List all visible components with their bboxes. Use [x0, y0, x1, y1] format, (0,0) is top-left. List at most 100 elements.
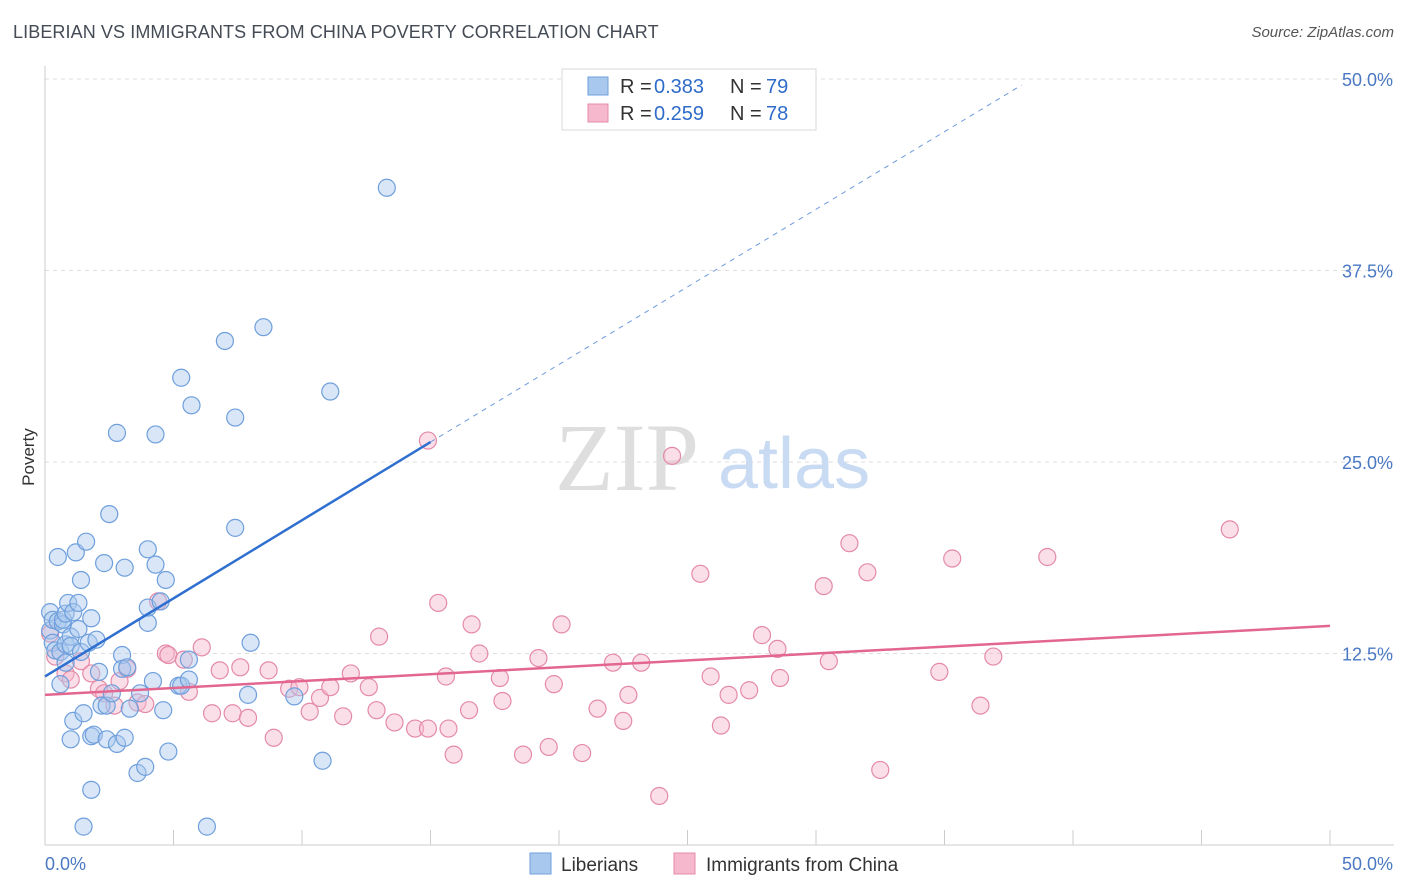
data-point-immigrants-from-china [462, 615, 481, 634]
data-point-immigrants-from-china [871, 760, 890, 780]
data-point-immigrants-from-china [385, 713, 404, 732]
data-point-liberians [156, 570, 175, 590]
data-point-immigrants-from-china [436, 667, 456, 686]
data-point-immigrants-from-china [539, 737, 558, 757]
data-point-liberians [118, 658, 137, 677]
data-point-immigrants-from-china [202, 704, 222, 723]
data-point-liberians [238, 685, 258, 704]
series-legend: Liberians Immigrants from China [529, 852, 899, 876]
trend-line-immigrants-from-china [44, 624, 1331, 697]
legend-n-label: N = [730, 76, 762, 98]
data-point-immigrants-from-china [719, 685, 738, 704]
data-point-immigrants-from-china [768, 639, 787, 659]
data-point-immigrants-from-china [61, 670, 80, 689]
data-point-immigrants-from-china [370, 627, 389, 646]
legend-label-immigrants-from-china: Immigrants from China [706, 855, 899, 876]
data-point-immigrants-from-china [603, 653, 623, 672]
data-point-immigrants-from-china [223, 704, 242, 723]
source-label: Source: ZipAtlas.com [1251, 24, 1394, 41]
data-point-immigrants-from-china [459, 701, 479, 720]
watermark: ZIP atlas [555, 404, 870, 511]
data-point-liberians [64, 711, 83, 731]
legend-r-label: R = [620, 103, 652, 125]
data-point-immigrants-from-china [439, 719, 458, 738]
data-point-immigrants-from-china [529, 648, 548, 668]
data-point-liberians [130, 684, 150, 703]
data-point-immigrants-from-china [367, 701, 386, 720]
data-point-liberians [82, 609, 101, 628]
data-point-liberians [154, 701, 173, 720]
data-point-liberians [143, 671, 163, 691]
data-point-liberians [138, 540, 157, 559]
data-point-immigrants-from-china [930, 662, 949, 681]
data-point-liberians [241, 633, 260, 652]
legend-swatch-liberians [587, 76, 609, 96]
y-tick-labels: 12.5% 25.0% 37.5% 50.0% [1342, 70, 1393, 665]
data-point-immigrants-from-china [359, 678, 378, 697]
data-point-liberians [146, 555, 165, 574]
data-point-liberians [226, 408, 245, 427]
data-point-immigrants-from-china [770, 668, 790, 688]
data-point-immigrants-from-china [334, 707, 353, 726]
data-point-immigrants-from-china [614, 711, 633, 731]
y-axis-label: Poverty [19, 428, 38, 486]
data-point-immigrants-from-china [321, 678, 340, 697]
data-point-liberians [115, 558, 134, 577]
data-point-liberians [197, 817, 217, 836]
data-point-immigrants-from-china [493, 691, 512, 711]
data-point-immigrants-from-china [984, 647, 1003, 666]
data-point-immigrants-from-china [238, 708, 258, 727]
data-point-liberians [74, 817, 93, 836]
data-point-liberians [48, 547, 67, 567]
data-point-immigrants-from-china [429, 593, 448, 613]
watermark-zip: ZIP [555, 404, 699, 511]
data-point-liberians [100, 504, 119, 524]
y-tick-label: 37.5% [1342, 262, 1393, 282]
data-point-immigrants-from-china [82, 664, 101, 683]
data-point-liberians [159, 742, 178, 761]
data-point-immigrants-from-china [231, 658, 250, 677]
trend-lines [44, 84, 1331, 697]
data-point-liberians [69, 593, 88, 613]
data-point-liberians [97, 730, 116, 749]
data-point-liberians [51, 675, 70, 694]
data-point-immigrants-from-china [159, 645, 178, 665]
data-point-liberians [107, 423, 127, 442]
legend-r-value: 0.259 [654, 103, 704, 125]
legend-n-value: 79 [766, 76, 788, 98]
data-point-immigrants-from-china [711, 716, 731, 735]
data-point-liberians [115, 728, 134, 747]
data-point-immigrants-from-china [290, 678, 309, 697]
data-point-liberians [172, 368, 191, 387]
data-point-immigrants-from-china [490, 668, 509, 688]
data-point-liberians [182, 396, 201, 415]
data-point-liberians [56, 604, 75, 623]
trend-line-liberians-extrapolated [430, 84, 1022, 443]
x-tick-label: 0.0% [45, 854, 86, 874]
data-point-immigrants-from-china [418, 719, 438, 738]
legend-r-value: 0.383 [654, 76, 704, 98]
data-point-liberians [136, 757, 155, 776]
data-point-liberians [69, 619, 88, 639]
data-point-immigrants-from-china [573, 743, 592, 763]
data-point-immigrants-from-china [814, 576, 833, 596]
data-point-immigrants-from-china [264, 728, 283, 747]
data-point-immigrants-from-china [819, 652, 838, 671]
legend-swatch-immigrants-from-china [673, 852, 696, 875]
data-point-immigrants-from-china [943, 549, 962, 568]
data-point-liberians [61, 627, 80, 646]
data-point-liberians [146, 425, 165, 444]
data-point-liberians [61, 730, 80, 749]
data-point-immigrants-from-china [259, 661, 278, 680]
data-point-immigrants-from-china [513, 745, 533, 764]
data-point-liberians [102, 684, 121, 703]
data-point-liberians [64, 603, 83, 622]
y-tick-label: 12.5% [1342, 645, 1393, 665]
data-point-liberians [61, 636, 80, 655]
data-point-immigrants-from-china [971, 696, 990, 715]
legend-swatch-liberians [529, 852, 552, 875]
data-point-liberians [89, 662, 109, 681]
trend-line-liberians [44, 441, 432, 678]
data-point-liberians [179, 670, 199, 689]
